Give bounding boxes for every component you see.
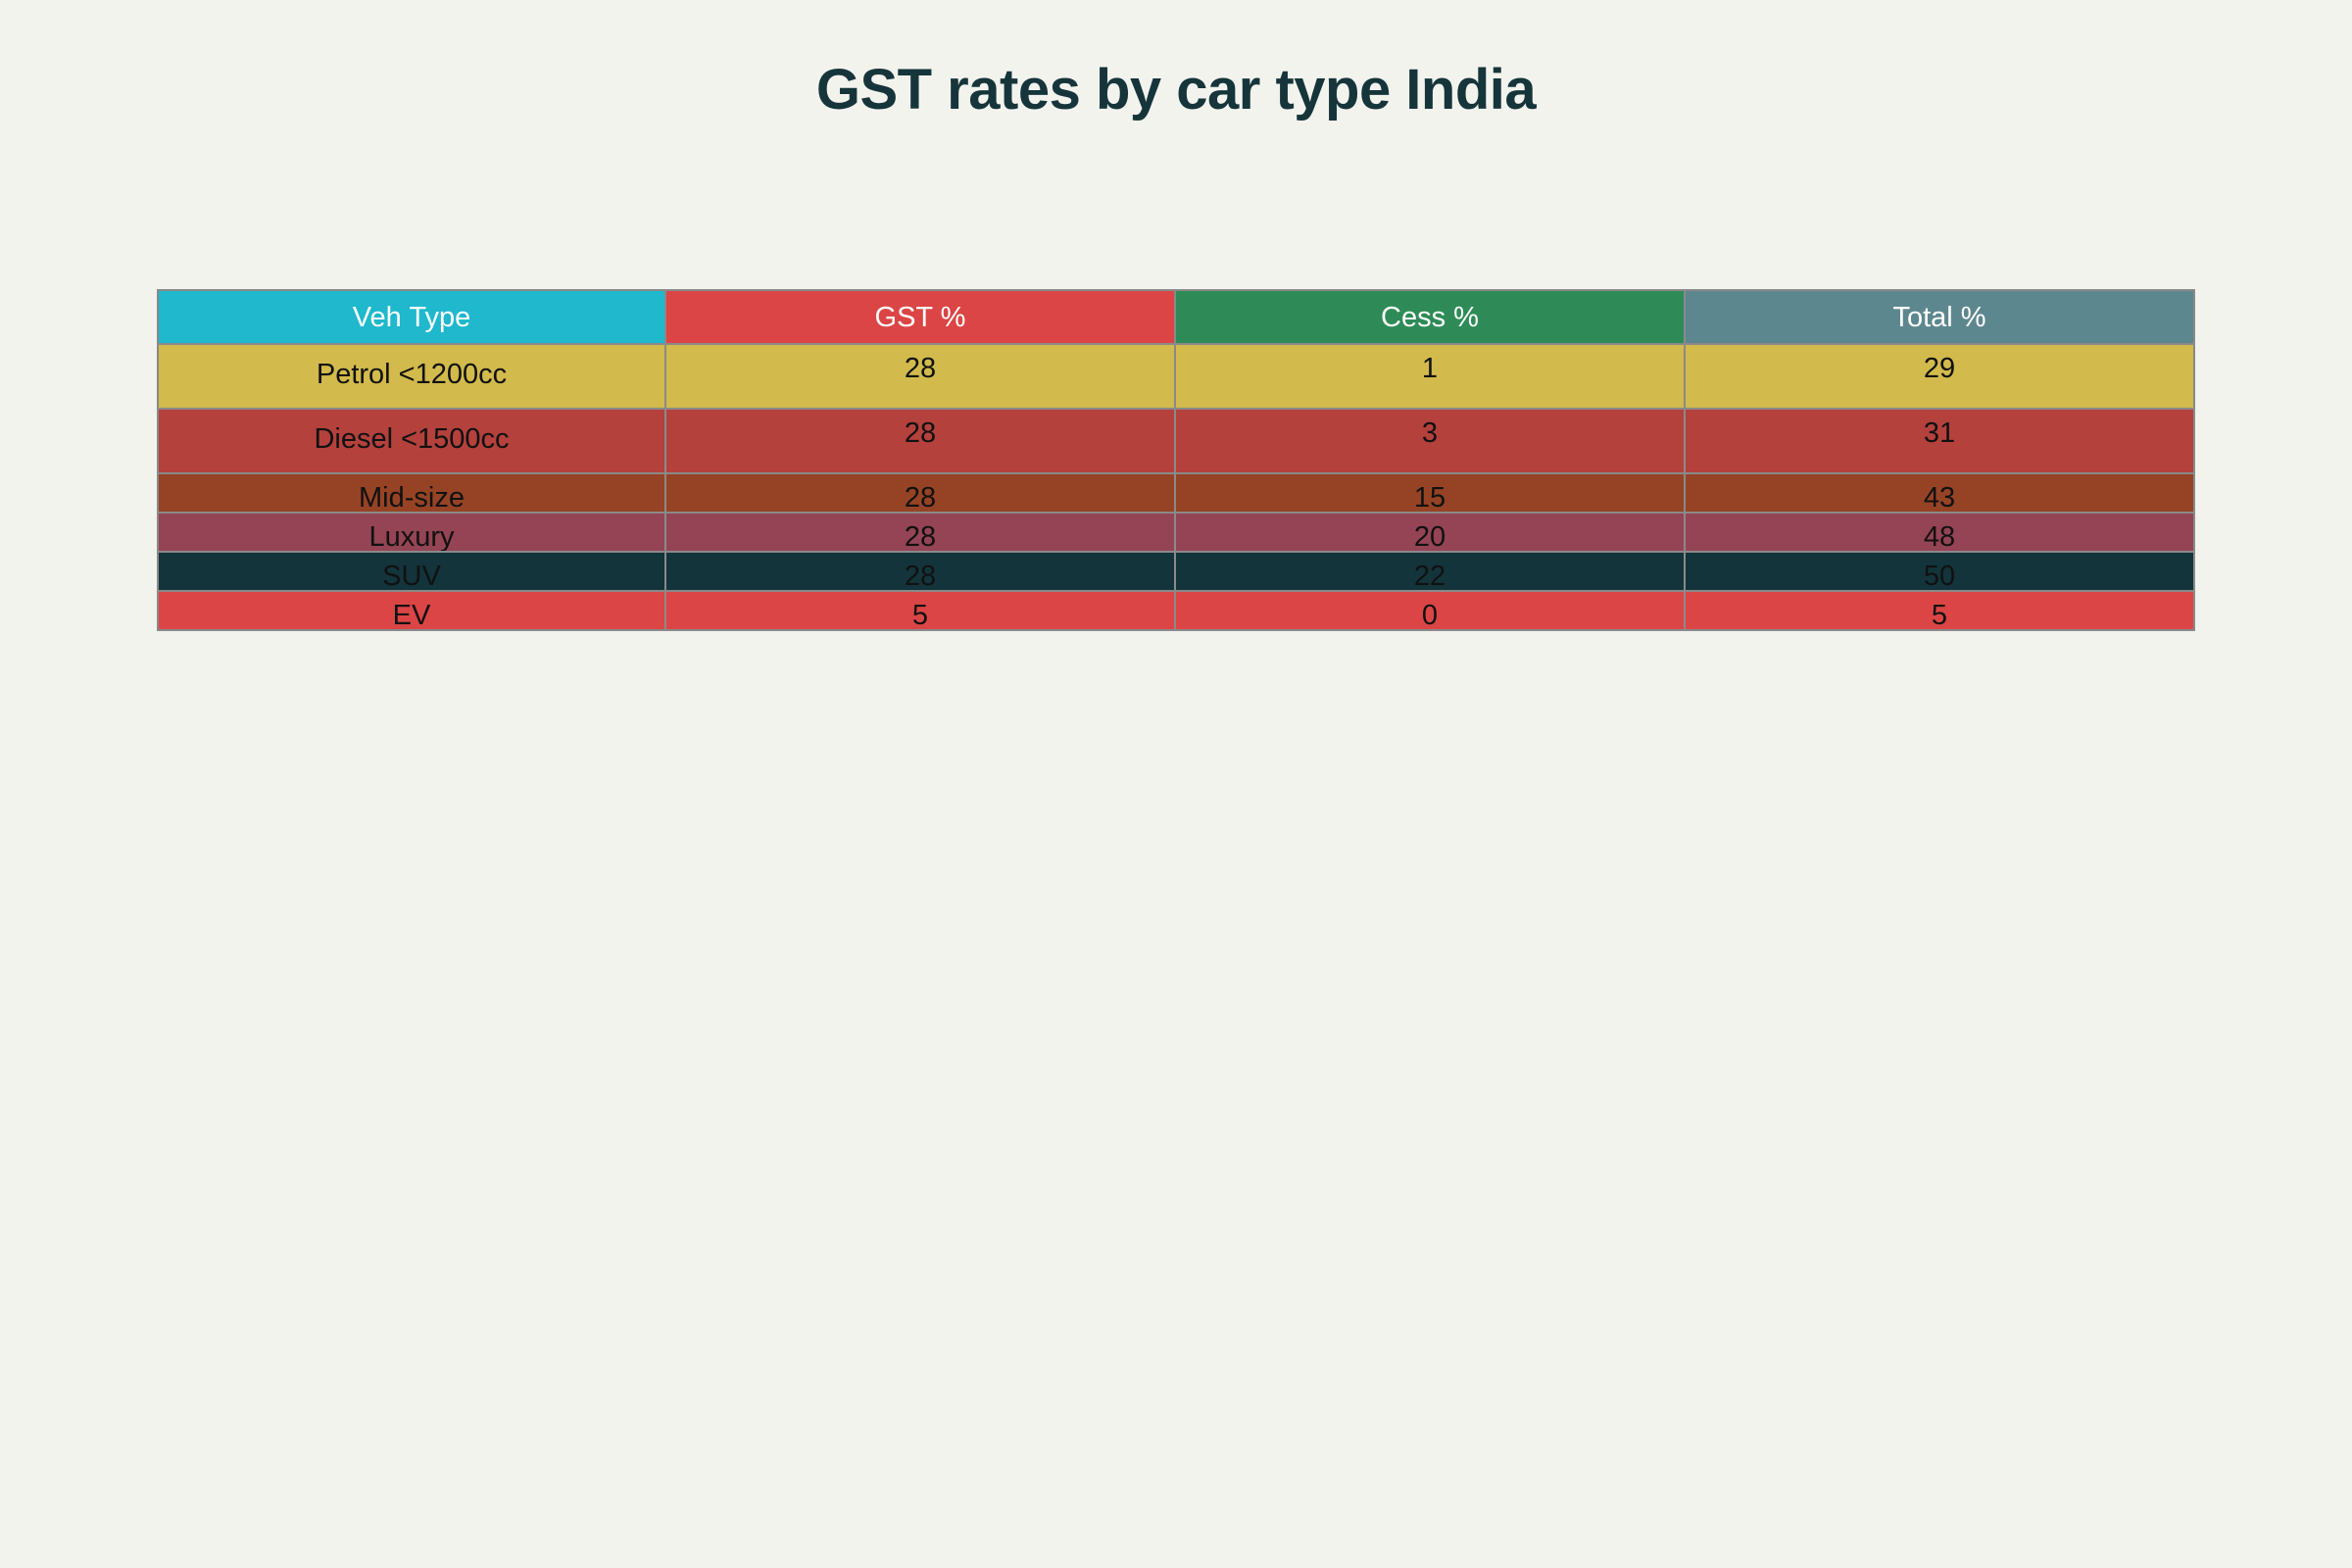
header-cell: Cess % bbox=[1176, 289, 1686, 345]
cell-text: 28 bbox=[904, 521, 937, 553]
cell-text: SUV bbox=[382, 561, 441, 592]
vehicle-type-cell: Luxury bbox=[157, 514, 666, 553]
rate-cell: 3 bbox=[1176, 410, 1686, 474]
cell-text: EV bbox=[392, 600, 431, 631]
rate-cell: 1 bbox=[1176, 345, 1686, 410]
rate-cell: 28 bbox=[666, 474, 1176, 514]
cell-text: 28 bbox=[904, 482, 937, 514]
rate-cell: 15 bbox=[1176, 474, 1686, 514]
cell-text: 50 bbox=[1923, 561, 1956, 592]
header-cell: Veh Type bbox=[157, 289, 666, 345]
cell-text: 43 bbox=[1923, 482, 1956, 514]
cell-text: 48 bbox=[1923, 521, 1956, 553]
cell-text: 20 bbox=[1413, 521, 1446, 553]
vehicle-type-cell: SUV bbox=[157, 553, 666, 592]
cell-text: 0 bbox=[1421, 600, 1439, 631]
cell-text: 28 bbox=[904, 561, 937, 592]
rate-cell: 5 bbox=[1686, 592, 2195, 631]
chart-title: GST rates by car type India bbox=[815, 58, 1537, 122]
rate-cell: 28 bbox=[666, 345, 1176, 410]
header-cell: GST % bbox=[666, 289, 1176, 345]
cell-text: Mid-size bbox=[359, 482, 465, 514]
rate-cell: 0 bbox=[1176, 592, 1686, 631]
rate-cell: 20 bbox=[1176, 514, 1686, 553]
rate-cell: 31 bbox=[1686, 410, 2195, 474]
header-cell: Total % bbox=[1686, 289, 2195, 345]
rate-cell: 43 bbox=[1686, 474, 2195, 514]
cell-text: 1 bbox=[1421, 353, 1439, 384]
table-row: EV 5 0 5 bbox=[157, 592, 2195, 631]
rate-cell: 5 bbox=[666, 592, 1176, 631]
cell-text: 5 bbox=[1931, 600, 1948, 631]
table-header-row: Veh Type GST % Cess % Total % bbox=[157, 289, 2195, 345]
table-row: Petrol <1200cc 28 1 29 bbox=[157, 345, 2195, 410]
vehicle-type-cell: Diesel <1500cc bbox=[157, 410, 666, 474]
rate-cell: 28 bbox=[666, 553, 1176, 592]
vehicle-type-cell: EV bbox=[157, 592, 666, 631]
rate-cell: 28 bbox=[666, 410, 1176, 474]
cell-text: 31 bbox=[1923, 417, 1956, 449]
vehicle-type-cell: Petrol <1200cc bbox=[157, 345, 666, 410]
cell-text: 28 bbox=[904, 417, 937, 449]
cell-text: 28 bbox=[904, 353, 937, 384]
rate-cell: 29 bbox=[1686, 345, 2195, 410]
cell-text: 15 bbox=[1413, 482, 1446, 514]
table-row: SUV 28 22 50 bbox=[157, 553, 2195, 592]
table-row: Diesel <1500cc 28 3 31 bbox=[157, 410, 2195, 474]
cell-text: 5 bbox=[911, 600, 929, 631]
cell-text: 3 bbox=[1421, 417, 1439, 449]
rate-cell: 22 bbox=[1176, 553, 1686, 592]
cell-text: 29 bbox=[1923, 353, 1956, 384]
cell-text: Luxury bbox=[368, 521, 455, 553]
gst-table: Veh Type GST % Cess % Total % Petrol <1200c… bbox=[157, 289, 2195, 631]
rate-cell: 28 bbox=[666, 514, 1176, 553]
cell-text: 22 bbox=[1413, 561, 1446, 592]
rate-cell: 50 bbox=[1686, 553, 2195, 592]
table-row: Mid-size 28 15 43 bbox=[157, 474, 2195, 514]
table-row: Luxury 28 20 48 bbox=[157, 514, 2195, 553]
vehicle-type-cell: Mid-size bbox=[157, 474, 666, 514]
cell-text: Petrol <1200cc bbox=[316, 359, 508, 390]
cell-text: Diesel <1500cc bbox=[314, 423, 510, 455]
rate-cell: 48 bbox=[1686, 514, 2195, 553]
